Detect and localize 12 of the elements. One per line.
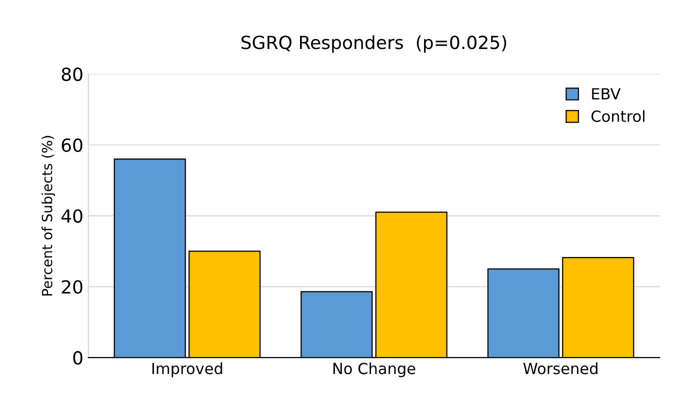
y-axis-title: Percent of Subjects (%): [42, 136, 56, 296]
x-tick-label: No Change: [333, 362, 416, 378]
legend-label: EBV: [592, 88, 621, 100]
chart-title: SGRQ Responders (p=0.025): [241, 35, 506, 53]
y-tick-label: 20: [62, 280, 82, 294]
x-tick-label: Improved: [152, 362, 222, 378]
y-tick-label: 60: [62, 138, 82, 152]
x-tick-label: Worsened: [523, 362, 598, 374]
y-tick-label: 80: [62, 67, 82, 82]
legend-label: Control: [591, 110, 644, 122]
y-tick-label: 40: [61, 209, 82, 223]
y-tick-label: 0: [73, 351, 82, 365]
